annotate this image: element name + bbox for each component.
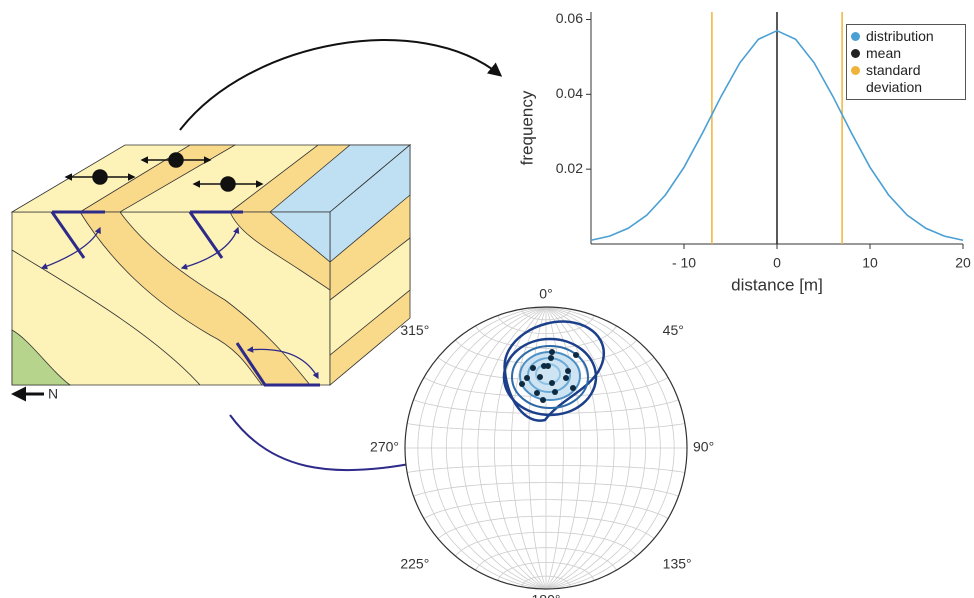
y-axis-label: frequency	[517, 90, 536, 165]
north-label: N	[48, 386, 58, 402]
legend-label: mean	[866, 45, 901, 62]
legend-label: standard deviation	[866, 62, 961, 96]
block-diagram	[12, 145, 410, 385]
direction-label: 180°	[532, 592, 561, 598]
direction-label: 90°	[693, 439, 714, 455]
x-tick-label: 20	[955, 255, 971, 271]
direction-label: 270°	[370, 439, 399, 455]
legend-swatch	[851, 49, 860, 58]
legend-entry: mean	[851, 45, 961, 62]
legend-swatch	[851, 32, 860, 41]
y-tick-label: 0.04	[556, 85, 583, 101]
direction-label: 0°	[539, 286, 552, 302]
arrow	[180, 40, 500, 130]
direction-label: 135°	[663, 555, 692, 571]
direction-label: 225°	[400, 555, 429, 571]
x-tick-label: 0	[773, 255, 781, 271]
legend-entry: distribution	[851, 28, 961, 45]
x-axis-label: distance [m]	[731, 275, 823, 294]
x-tick-label: 10	[862, 255, 878, 271]
legend-label: distribution	[866, 28, 934, 45]
legend-entry: standard deviation	[851, 62, 961, 96]
y-tick-label: 0.06	[556, 10, 583, 26]
figure: N 0.02 0.04 0.06 - 10 0 10 20 frequency distan…	[0, 0, 974, 598]
y-tick-label: 0.02	[556, 160, 583, 176]
x-tick-label: - 10	[672, 255, 696, 271]
direction-label: 45°	[663, 322, 684, 338]
page: {"chart_data": {"type": "line", "x_label…	[0, 0, 974, 598]
legend-swatch	[851, 66, 860, 75]
direction-label: 315°	[400, 322, 429, 338]
stereonet: 0° 45° 90° 135° 180° 225° 270° 315°	[370, 286, 714, 598]
